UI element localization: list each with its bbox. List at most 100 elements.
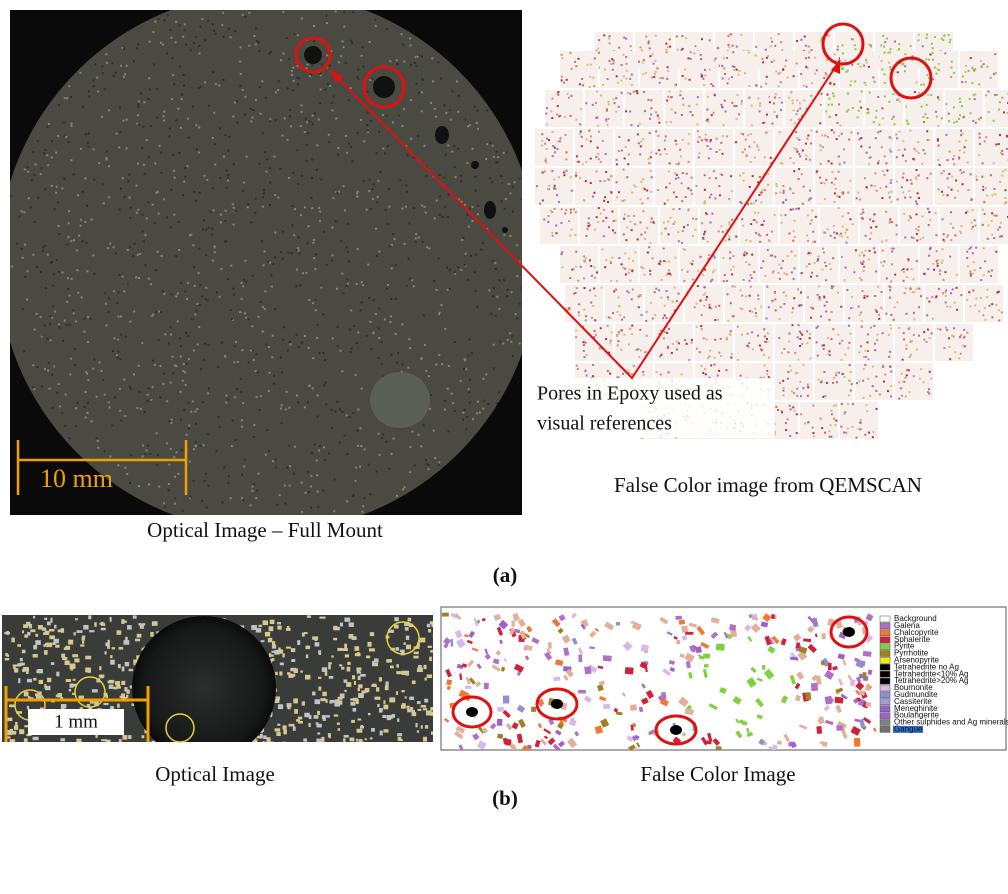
grain	[99, 675, 105, 678]
speck	[417, 135, 419, 137]
speck	[499, 279, 501, 281]
grain	[421, 725, 423, 729]
speck	[816, 131, 818, 133]
speck	[247, 203, 249, 205]
grain	[121, 681, 125, 685]
speck	[101, 66, 103, 68]
speck	[685, 196, 687, 198]
speck	[237, 122, 239, 124]
speck	[804, 422, 806, 424]
speck	[796, 137, 798, 139]
speck	[653, 76, 655, 78]
speck	[117, 338, 119, 340]
speck	[314, 112, 316, 114]
speck	[105, 303, 107, 305]
speck	[941, 172, 943, 174]
speck	[890, 48, 892, 50]
speck	[425, 459, 427, 461]
speck	[751, 124, 753, 126]
speck	[909, 327, 911, 329]
grain	[82, 635, 85, 638]
speck	[963, 329, 965, 331]
speck	[58, 383, 60, 385]
speck	[576, 287, 578, 289]
speck	[966, 299, 968, 301]
speck	[999, 134, 1001, 136]
grain	[69, 689, 72, 691]
speck	[223, 466, 225, 468]
speck	[898, 381, 900, 383]
speck	[702, 78, 704, 80]
speck	[764, 341, 766, 343]
speck	[21, 248, 23, 250]
speck	[203, 444, 205, 446]
speck	[660, 297, 662, 299]
speck	[890, 179, 892, 181]
speck	[169, 29, 171, 31]
speck	[720, 104, 722, 106]
speck	[775, 406, 777, 408]
speck	[681, 269, 683, 271]
speck	[714, 319, 716, 321]
speck	[768, 96, 770, 98]
speck	[118, 274, 120, 276]
tile	[685, 285, 723, 322]
grain	[47, 621, 51, 625]
speck	[302, 272, 304, 274]
speck	[378, 251, 380, 253]
grain	[366, 656, 370, 659]
speck	[889, 66, 891, 68]
grain	[383, 700, 385, 704]
speck	[697, 96, 699, 98]
speck	[248, 45, 250, 47]
speck	[151, 399, 153, 401]
speck	[313, 25, 315, 27]
speck	[24, 168, 26, 170]
speck	[916, 260, 918, 262]
speck	[222, 502, 224, 504]
speck	[753, 219, 755, 221]
speck	[646, 189, 648, 191]
speck	[212, 71, 214, 73]
speck	[810, 95, 812, 97]
speck	[187, 402, 189, 404]
speck	[486, 110, 488, 112]
speck	[180, 127, 182, 129]
speck	[628, 344, 630, 346]
speck	[935, 212, 937, 214]
speck	[177, 293, 179, 295]
speck	[796, 372, 798, 374]
speck	[755, 54, 757, 56]
speck	[783, 348, 785, 350]
speck	[836, 138, 838, 140]
speck	[936, 234, 938, 236]
grain	[268, 638, 272, 642]
speck	[69, 324, 71, 326]
speck	[775, 93, 777, 95]
speck	[177, 473, 179, 475]
speck	[934, 67, 936, 69]
grain	[430, 621, 433, 624]
speck	[677, 177, 679, 179]
speck	[942, 218, 944, 220]
speck	[298, 346, 300, 348]
speck	[318, 119, 320, 121]
speck	[368, 297, 370, 299]
speck	[452, 402, 454, 404]
speck	[707, 96, 709, 98]
speck	[385, 441, 387, 443]
speck	[156, 464, 158, 466]
speck	[890, 385, 892, 387]
speck	[616, 163, 618, 165]
speck	[253, 436, 255, 438]
speck	[982, 314, 984, 316]
speck	[820, 315, 822, 317]
speck	[953, 335, 955, 337]
speck	[241, 419, 243, 421]
speck	[179, 391, 181, 393]
grain	[297, 640, 300, 645]
speck	[592, 375, 594, 377]
speck	[849, 364, 851, 366]
speck	[569, 277, 571, 279]
speck	[901, 395, 903, 397]
